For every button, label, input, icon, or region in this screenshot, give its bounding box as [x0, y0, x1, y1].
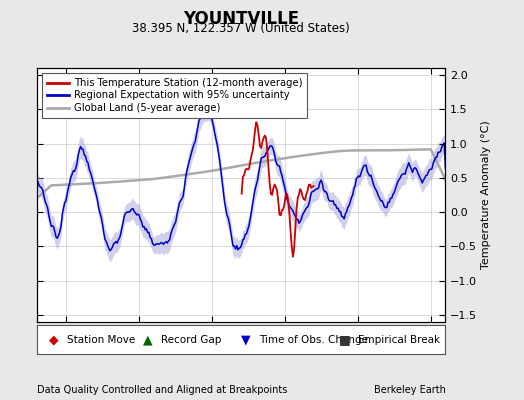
Legend: This Temperature Station (12-month average), Regional Expectation with 95% uncer: This Temperature Station (12-month avera… — [42, 73, 307, 118]
Text: Data Quality Controlled and Aligned at Breakpoints: Data Quality Controlled and Aligned at B… — [37, 385, 287, 395]
Text: Record Gap: Record Gap — [161, 334, 222, 344]
Y-axis label: Temperature Anomaly (°C): Temperature Anomaly (°C) — [482, 121, 492, 269]
Text: ▼: ▼ — [241, 333, 250, 346]
Text: Time of Obs. Change: Time of Obs. Change — [259, 334, 368, 344]
Text: Empirical Break: Empirical Break — [357, 334, 440, 344]
Text: Station Move: Station Move — [67, 334, 136, 344]
Text: ■: ■ — [339, 333, 351, 346]
Text: ◆: ◆ — [49, 333, 59, 346]
Text: YOUNTVILLE: YOUNTVILLE — [183, 10, 299, 28]
Text: ▲: ▲ — [143, 333, 152, 346]
Text: 38.395 N, 122.357 W (United States): 38.395 N, 122.357 W (United States) — [132, 22, 350, 35]
Text: Berkeley Earth: Berkeley Earth — [374, 385, 445, 395]
